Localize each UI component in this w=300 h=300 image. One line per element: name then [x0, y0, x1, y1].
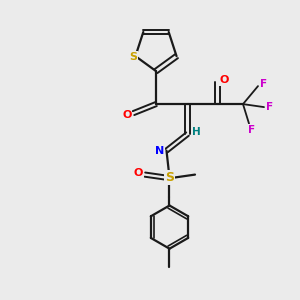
Text: H: H: [191, 127, 200, 137]
Text: S: S: [129, 52, 137, 62]
Text: O: O: [219, 75, 229, 85]
Text: O: O: [134, 168, 143, 178]
Text: S: S: [165, 171, 174, 184]
Text: F: F: [248, 124, 255, 135]
Text: F: F: [260, 79, 267, 89]
Text: O: O: [122, 110, 132, 120]
Text: N: N: [155, 146, 164, 156]
Text: F: F: [266, 102, 274, 112]
